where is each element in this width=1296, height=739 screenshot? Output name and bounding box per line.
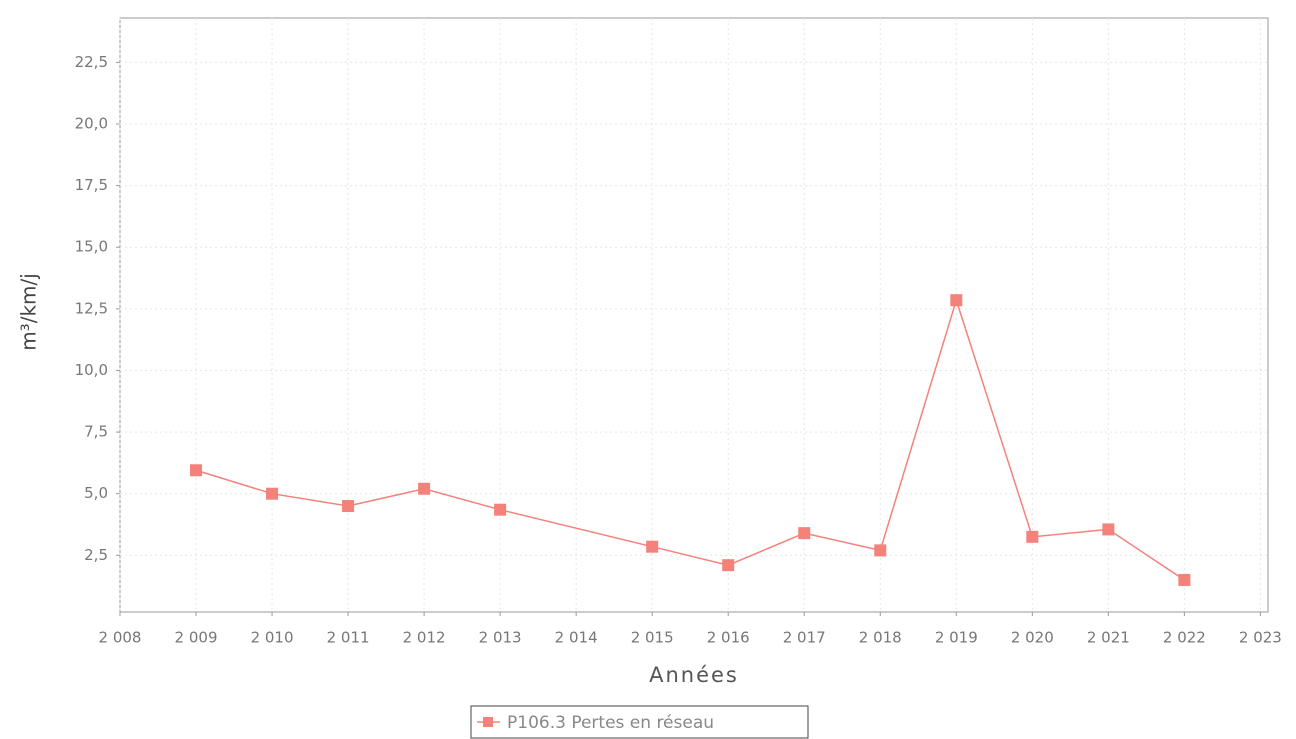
point bbox=[1102, 523, 1115, 536]
x-tick-label: 2 017 bbox=[783, 629, 826, 647]
y-tick-label: 2,5 bbox=[84, 546, 108, 564]
y-tick-label: 7,5 bbox=[84, 423, 108, 441]
y-tick-label: 15,0 bbox=[75, 238, 108, 256]
point bbox=[494, 503, 507, 516]
point bbox=[342, 500, 355, 513]
x-tick-label: 2 012 bbox=[403, 629, 446, 647]
x-tick-label: 2 008 bbox=[99, 629, 142, 647]
legend-label: P106.3 Pertes en réseau bbox=[507, 713, 714, 733]
plot-area bbox=[119, 17, 1269, 613]
x-tick-label: 2 014 bbox=[555, 629, 598, 647]
legend-box bbox=[470, 705, 809, 739]
point bbox=[874, 544, 887, 557]
y-tick-label: 5,0 bbox=[84, 484, 108, 502]
x-tick-label: 2 022 bbox=[1163, 629, 1206, 647]
point bbox=[1178, 573, 1191, 586]
x-tick-label: 2 010 bbox=[251, 629, 294, 647]
y-tick-label: 20,0 bbox=[75, 114, 108, 132]
x-tick-label: 2 018 bbox=[859, 629, 902, 647]
x-tick-label: 2 019 bbox=[935, 629, 978, 647]
x-tick-label: 2 021 bbox=[1087, 629, 1130, 647]
x-tick-label: 2 016 bbox=[707, 629, 750, 647]
x-tick-label: 2 009 bbox=[175, 629, 218, 647]
x-tick-label: 2 013 bbox=[479, 629, 522, 647]
point bbox=[950, 294, 963, 307]
y-axis-title: m³/km/j bbox=[17, 273, 41, 351]
point bbox=[722, 559, 735, 572]
point bbox=[418, 482, 431, 495]
x-tick-label: 2 011 bbox=[327, 629, 370, 647]
y-tick-label: 22,5 bbox=[75, 53, 108, 71]
point bbox=[190, 464, 203, 477]
y-tick-label: 12,5 bbox=[75, 299, 108, 317]
y-tick-label: 17,5 bbox=[75, 176, 108, 194]
point bbox=[1026, 530, 1039, 543]
x-tick-label: 2 015 bbox=[631, 629, 674, 647]
point bbox=[266, 487, 279, 500]
x-tick-label: 2 020 bbox=[1011, 629, 1054, 647]
x-axis-title: Années bbox=[649, 663, 739, 687]
x-tick-label: 2 023 bbox=[1239, 629, 1282, 647]
y-tick-label: 10,0 bbox=[75, 361, 108, 379]
point bbox=[646, 540, 659, 553]
point bbox=[798, 527, 811, 540]
legend-marker bbox=[483, 717, 493, 727]
